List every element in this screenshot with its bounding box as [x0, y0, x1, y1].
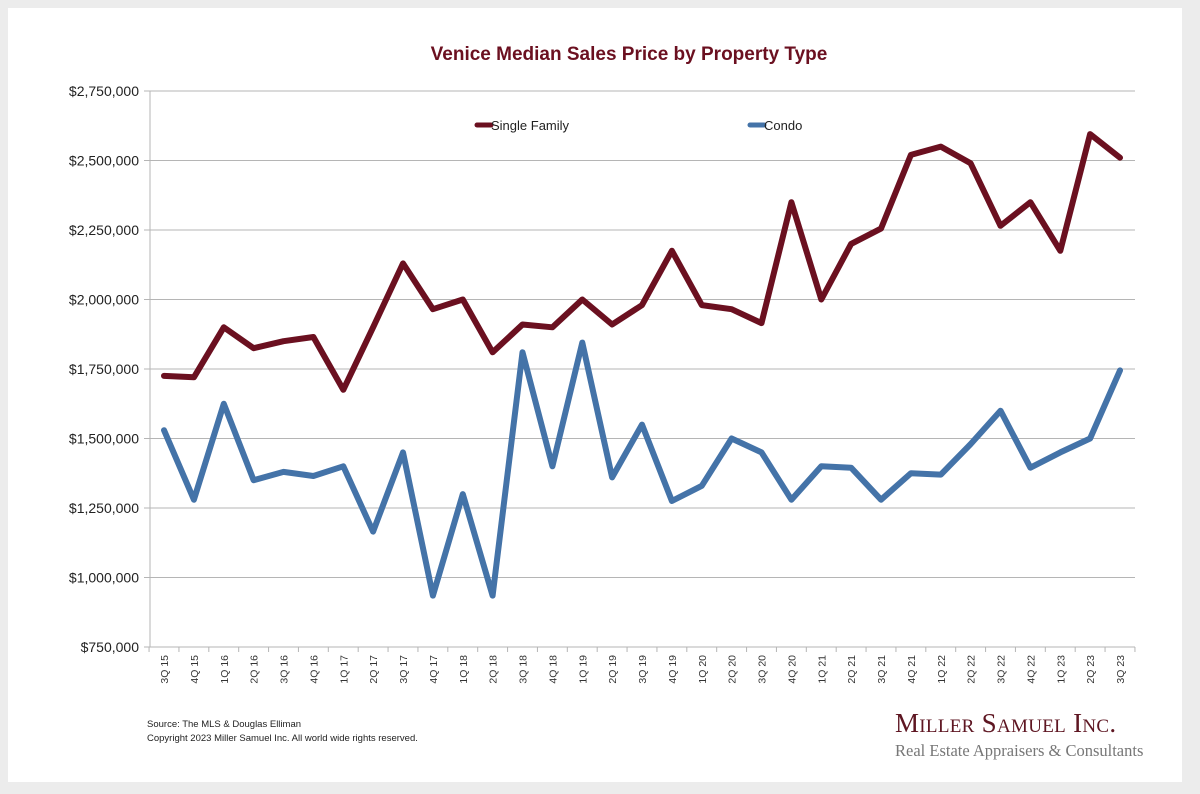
x-tick-label: 3Q 18	[518, 655, 530, 684]
legend: Single Family Condo	[474, 118, 802, 133]
legend-item-condo: Condo	[747, 118, 802, 133]
x-tick-label: 3Q 23	[1115, 655, 1127, 684]
y-tick-label: $2,250,000	[69, 222, 139, 238]
x-tick-label: 3Q 16	[279, 655, 291, 684]
y-tick-label: $1,500,000	[69, 431, 139, 447]
y-tick-label: $2,750,000	[69, 83, 139, 99]
x-tick-label: 2Q 22	[966, 655, 978, 684]
y-tick-label: $1,250,000	[69, 500, 139, 516]
logo-name: Miller Samuel Inc.	[895, 708, 1117, 738]
y-tick-label: $1,750,000	[69, 361, 139, 377]
x-tick-label: 1Q 20	[697, 655, 709, 684]
y-tick-label: $1,000,000	[69, 570, 139, 586]
x-tick-label: 2Q 20	[727, 655, 739, 684]
x-tick-label: 3Q 19	[637, 655, 649, 684]
x-tick-label: 1Q 23	[1055, 655, 1067, 684]
x-tick-label: 4Q 19	[667, 655, 679, 684]
legend-label: Condo	[764, 118, 802, 133]
logo-tagline: Real Estate Appraisers & Consultants	[895, 741, 1144, 760]
legend-label: Single Family	[491, 118, 570, 133]
x-tick-label: 2Q 23	[1085, 655, 1097, 684]
x-tick-label: 2Q 16	[249, 655, 261, 684]
x-tick-label: 4Q 21	[906, 655, 918, 684]
gridlines	[150, 90, 1135, 578]
y-tick-label: $750,000	[81, 639, 140, 655]
x-tick-label: 4Q 15	[189, 655, 201, 684]
company-logo: Miller Samuel Inc. Real Estate Appraiser…	[895, 708, 1145, 761]
x-tick-label: 1Q 22	[936, 655, 948, 684]
x-tick-label: 3Q 20	[757, 655, 769, 684]
y-tick-label: $2,500,000	[69, 153, 139, 169]
chart-title: Venice Median Sales Price by Property Ty…	[430, 44, 828, 65]
axes	[144, 90, 1136, 652]
series-line-condo	[161, 339, 1123, 599]
x-tick-label: 1Q 16	[219, 655, 231, 684]
x-tick-label: 1Q 17	[338, 655, 350, 684]
source-note: Source: The MLS & Douglas Elliman Copyri…	[147, 718, 418, 746]
x-tick-label: 3Q 17	[398, 655, 410, 684]
x-tick-label: 4Q 17	[428, 655, 440, 684]
x-tick-label: 4Q 20	[786, 655, 798, 684]
x-tick-label: 2Q 21	[846, 655, 858, 684]
x-tick-label: 4Q 16	[308, 655, 320, 684]
y-tick-label: $2,000,000	[69, 292, 139, 308]
x-tick-label: 2Q 19	[607, 655, 619, 684]
x-axis-tick-labels: 3Q 15 4Q 15 1Q 16 2Q 16 3Q 16 4Q 16 1Q 17 2Q 17…	[159, 655, 1127, 684]
x-tick-label: 4Q 22	[1025, 655, 1037, 684]
copyright-text: Copyright 2023 Miller Samuel Inc. All wo…	[147, 733, 418, 744]
x-tick-label: 2Q 17	[368, 655, 380, 684]
x-tick-label: 1Q 21	[816, 655, 828, 684]
source-text: Source: The MLS & Douglas Elliman	[147, 719, 302, 730]
x-tick-label: 1Q 19	[577, 655, 589, 684]
x-tick-label: 3Q 21	[876, 655, 888, 684]
series-line-single-family	[161, 131, 1123, 393]
x-tick-label: 3Q 15	[159, 655, 171, 684]
y-axis-tick-labels: $750,000 $1,000,000 $1,250,000 $1,500,000 $1…	[69, 83, 139, 655]
series-lines	[161, 131, 1123, 599]
x-tick-label: 1Q 18	[458, 655, 470, 684]
x-tick-label: 2Q 18	[488, 655, 500, 684]
x-tick-label: 3Q 22	[996, 655, 1008, 684]
legend-item-single-family: Single Family	[474, 118, 570, 133]
x-tick-label: 4Q 18	[547, 655, 559, 684]
